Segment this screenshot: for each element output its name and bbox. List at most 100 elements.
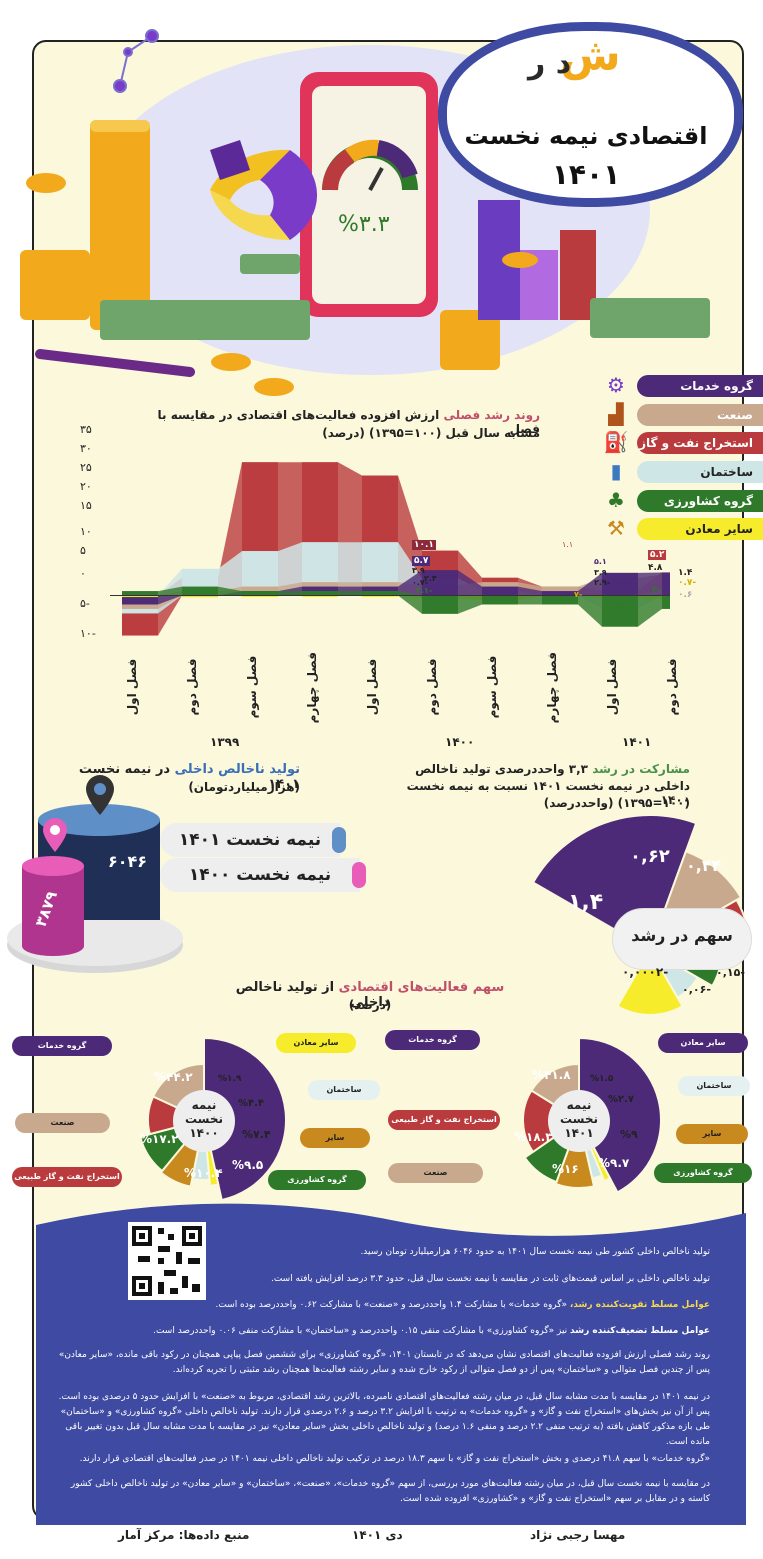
callout-right-agri: گروه کشاورزی [654,1163,752,1183]
plant-icon: ♣ [607,488,625,512]
contrib-title: مشارکت در رشد ۳,۳ واحددرصدی تولید ناخالص [400,762,690,776]
year-label: ۱۴۰۰ [445,735,475,749]
text-p3-rest: «گروه خدمات» با مشارکت ۱.۴ واحددرصد و «ص… [215,1300,570,1310]
y-tick: -۱۰ [80,627,96,640]
contrib-center-label: سهم در رشد [631,926,733,945]
center-line: ۱۴۰۱ [564,1126,594,1140]
text-p4-head: عوامل مسلط تضعیف‌کننده رشد [570,1326,710,1336]
brand-logo-side: د ر [528,46,572,81]
gdp-title: تولید ناخالص داخلی در نیمه نخست ۱۴۰۱ [60,762,300,792]
x-tick: فصل سوم [485,655,499,719]
callout-left-agri: گروه کشاورزی [268,1170,366,1190]
series-bar [302,595,338,598]
data-label: ۵.۱ [594,557,607,566]
series-bar [542,591,578,596]
share-left-label: %۴۴.۲ [154,1070,193,1084]
building-icon: ▮ [610,459,622,483]
series-bar [302,591,338,596]
text-p5: روند رشد فصلی ارزش افزوده فعالیت‌های اقت… [58,1350,710,1375]
series-bar [422,595,458,614]
share-right-label: %۹.۷ [598,1156,630,1170]
series-bar [362,591,398,596]
series-bar [422,570,458,596]
share-title: سهم فعالیت‌های اقتصادی از تولید ناخالص د… [230,980,510,1010]
share-slice [203,1036,287,1200]
year-label: ۱۳۹۹ [210,735,240,749]
callout-right-construction: ساختمان [678,1076,750,1096]
growth-chart-title-colored: روند رشد فصلی [443,408,540,422]
data-label: -۰.۷ [678,578,697,588]
brand-logo-letter: ش [560,30,621,81]
share-subtitle: (درصد) [348,998,392,1012]
coin-icon [26,173,538,396]
contrib-label-industry: ۰,۶۲ [630,846,670,867]
footer-author: مهسا رجبی نژاد [530,1528,626,1542]
y-tick: ۱۵ [80,499,92,512]
text-p4-rest: نیز «گروه کشاورزی» با مشارکت منفی ۰.۱۵ و… [153,1326,571,1336]
x-tick: فصل سوم [245,655,259,719]
share-slice [554,1116,596,1189]
series-bar [542,586,578,596]
callout-right-industry: صنعت [388,1163,483,1183]
series-bar [242,591,278,596]
center-line: نیمه [566,1098,592,1112]
share-right-label: %۹ [620,1128,638,1141]
text-panel-bg [36,1203,746,1525]
data-label: ۵.۷ [412,556,431,566]
series-bar [242,586,278,596]
x-tick: فصل اول [365,658,379,716]
center-line: ۱۴۰۰ [189,1126,219,1140]
gear-icon: ⚙ [607,373,625,397]
contrib-title-2: داخلی در نیمه نخست ۱۴۰۱ نسبت به نیمه نخس… [406,779,690,807]
contrib-label-mining: -۰,۰۰۰۲ [622,965,669,979]
x-tick: فصل اول [605,658,619,716]
series-ribbon [122,586,670,627]
data-label: ۰.۶ [678,590,693,600]
phone-icon [300,72,438,317]
year-label: ۱۴۰۱ [622,735,652,749]
series-bar [602,572,638,596]
legend-item-mining: سایر معادن [637,518,763,540]
series-bar [362,586,398,596]
callout-left-industry: صنعت [15,1113,110,1133]
gdp-3d-chart [7,775,183,973]
legend-item-construction: ساختمان [637,461,763,483]
gdp-pill-1400-tab [352,862,366,888]
share-right-label: %۲.۷ [608,1094,635,1105]
footer-source: منبع داده‌ها: مرکز آمار [118,1528,250,1542]
coin-stack-icon [20,120,500,370]
callout-left-oil: استخراج نفت و گاز طبیعی [12,1167,122,1187]
x-tick: فصل چهارم [305,652,319,724]
contrib-title-rest: ۳,۳ واحددرصدی تولید ناخالص [415,762,593,776]
share-right-label: %۱۶ [552,1162,579,1176]
contrib-label-construction: -۰,۰۶ [682,983,711,996]
x-tick: فصل دوم [665,658,679,716]
callout-left-other: سایر [300,1128,370,1148]
text-p1: تولید ناخالص داخلی کشور طی نیمه نخست سال… [360,1247,710,1257]
contrib-label-services: ۱,۴ [568,890,604,915]
share-left-label: %۷.۴ [242,1128,271,1141]
legend-item-industry: صنعت [637,404,763,426]
callout-right-other: سایر [676,1124,748,1144]
money-stack-icon [100,254,710,340]
callout-right-mining: سایر معادن [658,1033,748,1053]
series-bar [482,595,518,605]
data-label: ۳.۹ [412,566,425,575]
y-tick: ۵ [80,544,86,557]
hero-art [20,29,710,396]
growth-chart-title: روند رشد فصلی ارزش افزوده فعالیت‌های اقت… [150,408,540,436]
legend-item-services: گروه خدمات [637,375,763,397]
y-tick: -۵ [80,597,90,610]
pen-icon [35,349,195,377]
network-dots [113,29,159,93]
text-p8: در مقایسه با نیمه نخست سال قبل، در میان … [70,1479,710,1504]
gdp-title-rest: در نیمه نخست ۱۴۰۱ [78,762,300,792]
growth-chart-subtitle: مشابه سال قبل (۱۰۰=۱۳۹۵) (درصد) [322,426,540,440]
callout-right-services: گروه خدمات [385,1030,480,1050]
series-bar [662,595,670,609]
series-bar [302,586,338,596]
gdp-pill-1401-label: نیمه نخست ۱۴۰۱ [178,830,322,850]
y-tick: ۱۰ [80,525,92,538]
data-label: -۳ [652,586,662,596]
